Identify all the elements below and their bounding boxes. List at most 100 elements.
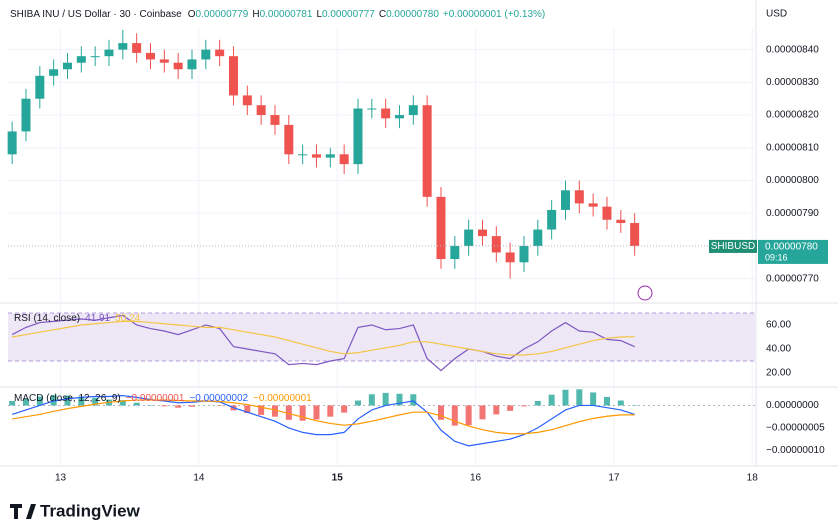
histogram-bar: [36, 396, 43, 406]
candle-body: [505, 252, 515, 263]
symbol-label: SHIBUSD: [711, 241, 755, 252]
candle-body: [104, 49, 114, 57]
candle-body: [35, 75, 45, 99]
histogram-bar: [493, 405, 500, 415]
candle-body: [381, 108, 391, 119]
candle-body: [547, 209, 557, 230]
candle-body: [339, 154, 349, 165]
y-tick-label: 0.00000810: [766, 142, 819, 153]
price-label-box: [758, 239, 828, 264]
histogram-bar: [603, 396, 610, 406]
macd-line: [11, 394, 635, 447]
candle-body: [519, 245, 529, 263]
ohlc-key: O: [188, 9, 196, 20]
countdown: 09:16: [765, 252, 788, 262]
change: +0.00000001 (+0.13%): [443, 9, 545, 20]
candle-body: [132, 43, 142, 53]
y-tick-label: 0.00000790: [766, 208, 819, 219]
candle-body: [325, 154, 335, 158]
y-tick-label: −0.00000010: [766, 445, 825, 456]
x-tick-label: 18: [747, 473, 759, 484]
symbol: SHIBA INU / US Dollar · 30 · Coinbase: [10, 9, 182, 20]
histogram-bar: [368, 394, 375, 406]
ohlc-key: H: [252, 9, 259, 20]
candle-body: [118, 43, 128, 50]
readout: 50.24: [115, 313, 140, 324]
symbol-label-box: [709, 239, 757, 253]
histogram-bar: [244, 405, 251, 414]
candle-body: [49, 69, 59, 76]
histogram-bar: [327, 405, 334, 417]
legend-header: SHIBA INU / US Dollar · 30 · Coinbase O 0.…: [10, 9, 545, 20]
candle-body: [256, 105, 266, 116]
y-tick-label: 0.00000770: [766, 273, 819, 284]
histogram-bar: [576, 389, 583, 406]
pane-title: RSI (14, close): [14, 313, 80, 324]
alert-icon: [637, 285, 653, 301]
histogram-bar: [548, 394, 555, 406]
candle-body: [7, 131, 17, 155]
histogram-bar: [437, 405, 444, 420]
histogram-bar: [9, 400, 16, 406]
histogram-bar: [313, 405, 320, 420]
candle-body: [450, 245, 460, 260]
candle-body: [21, 98, 31, 132]
candle-body: [187, 59, 197, 70]
currency: USD: [766, 9, 787, 20]
candle-body: [284, 124, 294, 155]
y-tick-label: 0.00000800: [766, 175, 819, 186]
y-tick-label: 60.00: [766, 320, 791, 331]
histogram-bar: [590, 392, 597, 406]
candle-body: [408, 105, 418, 116]
histogram-bar: [133, 402, 140, 406]
readout: −0.00000001: [253, 393, 312, 404]
candle-body: [228, 56, 238, 96]
histogram-bar: [50, 395, 57, 406]
candle-body: [630, 223, 640, 246]
y-tick-label: 0.00000830: [766, 77, 819, 88]
x-tick-label: 17: [608, 473, 620, 484]
candle-body: [90, 56, 100, 58]
histogram-bar: [188, 405, 195, 407]
histogram-bar: [520, 405, 527, 407]
pane-title: MACD (close, 12, 26, 9): [14, 393, 121, 404]
candle-body: [353, 108, 363, 165]
candle-body: [62, 62, 72, 70]
histogram-bar: [410, 394, 417, 406]
histogram-bar: [299, 405, 306, 421]
candle-body: [311, 154, 321, 158]
histogram-bar: [534, 400, 541, 406]
candle-body: [491, 236, 501, 253]
histogram-bar: [78, 396, 85, 406]
x-tick-label: 13: [55, 473, 67, 484]
histogram-bar: [285, 405, 292, 420]
candle-body: [215, 49, 225, 57]
y-tick-label: 0.00000840: [766, 44, 819, 55]
y-tick-label: −0.00000005: [766, 423, 825, 434]
histogram-bar: [451, 405, 458, 426]
ohlc-key: C: [379, 9, 386, 20]
ohlc-value: 0.00000780: [386, 9, 439, 20]
histogram-bar: [258, 405, 265, 415]
x-tick-label: 16: [470, 473, 482, 484]
candle-body: [464, 229, 474, 246]
candle-body: [76, 56, 86, 63]
candle-body: [367, 108, 377, 110]
candle-body: [602, 206, 612, 220]
histogram-bar: [617, 400, 624, 406]
candle-body: [270, 115, 280, 125]
histogram-bar: [479, 405, 486, 420]
histogram-bar: [22, 398, 29, 406]
y-tick-label: 20.00: [766, 368, 791, 379]
readout: 41.91: [85, 313, 110, 324]
histogram-bar: [64, 395, 71, 406]
x-tick-label: 14: [193, 473, 205, 484]
candle-body: [422, 105, 432, 197]
y-tick-label: 0.00000000: [766, 400, 819, 411]
histogram-bar: [341, 405, 348, 413]
candle-body: [242, 95, 252, 106]
macd-line: [12, 399, 635, 435]
candle-body: [574, 190, 584, 204]
